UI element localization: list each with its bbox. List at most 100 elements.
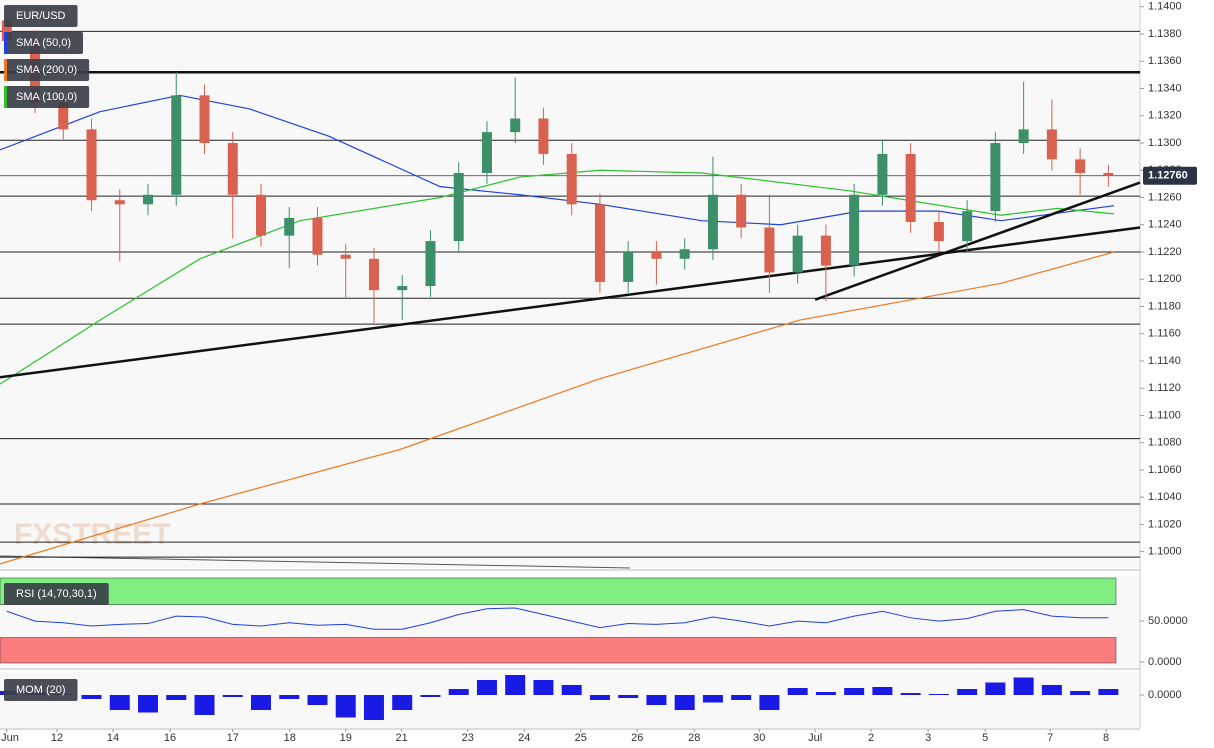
legend-label: EUR/USD (16, 10, 66, 22)
legend-item: MOM (20) (4, 679, 78, 701)
x-tick-label: 24 (518, 732, 530, 744)
candle-body (312, 217, 323, 255)
x-tick-label: 26 (631, 732, 643, 744)
candle-body (368, 258, 379, 291)
mom-bar (674, 695, 695, 710)
candle-body (1075, 159, 1086, 173)
candle-body (114, 200, 125, 205)
mom-bar (844, 688, 865, 695)
x-tick-label: 7 (1047, 732, 1053, 744)
candle-body (990, 143, 1001, 212)
x-tick-label: 14 (107, 732, 119, 744)
candle-body (1046, 129, 1057, 160)
mom-bar (646, 695, 667, 705)
candle-body (877, 153, 888, 195)
sma-line (0, 94, 1115, 226)
mom-bar (618, 695, 639, 698)
mom-bar (900, 693, 921, 695)
y-tick-label: 1.1380 (1148, 28, 1182, 40)
legend-item: RSI (14,70,30,1) (4, 583, 109, 605)
x-tick-label: 21 (396, 732, 408, 744)
last-price-label: 1.12760 (1148, 170, 1188, 182)
candle-body (1018, 129, 1029, 144)
mom-bar (109, 695, 130, 710)
candle-body (792, 235, 803, 273)
y-tick-label: 50.0000 (1148, 615, 1188, 627)
mom-bar (194, 695, 215, 715)
mom-bar (166, 695, 187, 700)
candle-body (566, 153, 577, 205)
trendline (0, 226, 1141, 379)
oversold-band (0, 637, 1117, 664)
mom-bar (787, 688, 808, 695)
x-tick-label: 28 (688, 732, 700, 744)
mom-bar (985, 682, 1006, 695)
y-tick-label: 1.1340 (1148, 82, 1182, 94)
mom-bar (448, 689, 469, 695)
y-tick-label: 1.1220 (1148, 246, 1182, 258)
mom-bar (731, 695, 752, 700)
x-tick-label: 18 (284, 732, 296, 744)
candle-body (510, 118, 521, 133)
mom-bar (279, 695, 300, 699)
y-tick-label: 0.0000 (1148, 689, 1182, 701)
mom-bar (505, 675, 526, 695)
legend-swatch (4, 32, 7, 54)
legend-box (4, 59, 90, 81)
x-tick-label: 5 (982, 732, 988, 744)
legend-label: SMA (200,0) (16, 64, 77, 76)
candle-body (255, 194, 266, 236)
mom-bar (81, 695, 102, 699)
x-tick-label: 30 (753, 732, 765, 744)
legend-box (4, 679, 78, 701)
y-tick-label: 1.1060 (1148, 464, 1182, 476)
y-tick-label: 1.1020 (1148, 518, 1182, 530)
legend-box (4, 86, 90, 108)
y-tick-label: 0.0000 (1148, 656, 1182, 668)
price-panel (0, 0, 1140, 568)
mom-bar (702, 695, 723, 703)
y-tick-label: 1.1260 (1148, 191, 1182, 203)
candle-body (1103, 172, 1114, 176)
legend-item: SMA (50,0) (4, 32, 84, 54)
mom-bar (1098, 689, 1119, 695)
candle-body (736, 194, 747, 228)
mom-bar (928, 694, 949, 695)
mom-bar (420, 695, 441, 697)
candle-body (425, 241, 436, 287)
x-tick-label: 25 (575, 732, 587, 744)
mom-bar (815, 692, 836, 695)
candle-body (933, 222, 944, 242)
candle-body (86, 129, 97, 201)
legend-box (4, 5, 78, 27)
trendline (814, 181, 1141, 301)
mom-bar (957, 689, 978, 695)
candle-body (171, 95, 182, 195)
x-tick-label: 23 (462, 732, 474, 744)
candle-body (199, 95, 210, 144)
y-tick-label: 1.1040 (1148, 491, 1182, 503)
x-tick-label: Jun (1, 732, 19, 744)
candle-body (764, 227, 775, 273)
mom-bar (476, 680, 497, 695)
mom-bar (392, 695, 413, 710)
last-price-box (1143, 166, 1197, 185)
x-tick-label: Jul (808, 732, 822, 744)
mom-bar (138, 695, 159, 713)
mom-bar (250, 695, 271, 710)
sma-line (0, 251, 1115, 565)
legend-swatch (4, 86, 7, 108)
y-tick-label: 1.1000 (1148, 546, 1182, 558)
candle-body (962, 211, 973, 242)
mom-bar (307, 695, 328, 705)
legend-label: RSI (14,70,30,1) (16, 588, 97, 600)
legend-label: SMA (50,0) (16, 37, 71, 49)
mom-bar (759, 695, 780, 710)
candle-body (707, 194, 718, 250)
mom-bar (1070, 691, 1091, 695)
x-tick-label: 8 (1103, 732, 1109, 744)
y-tick-label: 1.1120 (1148, 382, 1181, 394)
mom-bar (1013, 677, 1034, 695)
legend-label: MOM (20) (16, 684, 66, 696)
